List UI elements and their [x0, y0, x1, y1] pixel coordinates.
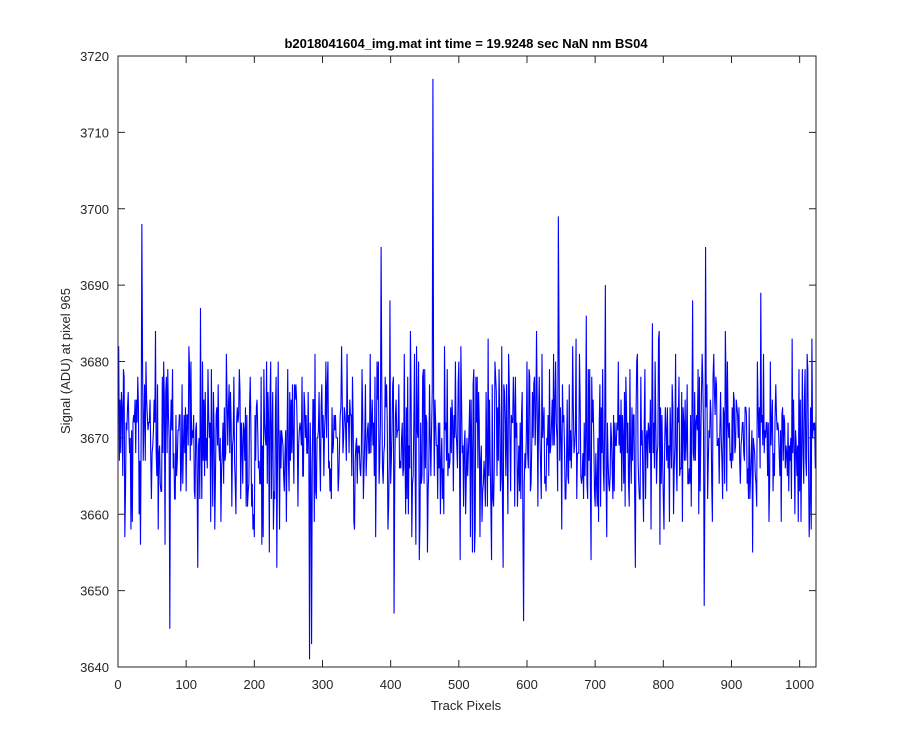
x-tick-label: 300 — [312, 677, 334, 692]
signal-series-line — [118, 78, 817, 660]
y-tick-label: 3690 — [80, 278, 109, 293]
axes-layer: 0 100 200 300 400 500 600 700 800 900 1000 3640 3650… — [80, 49, 817, 692]
plot-background — [118, 56, 816, 667]
x-tick-label: 0 — [114, 677, 121, 692]
y-tick-label: 3650 — [80, 584, 109, 599]
x-tick-label: 100 — [175, 677, 197, 692]
x-tick-label: 200 — [243, 677, 265, 692]
y-tick-label: 3660 — [80, 507, 109, 522]
y-tick-label: 3640 — [80, 660, 109, 675]
x-axis-label: Track Pixels — [431, 698, 502, 713]
x-tick-label: 400 — [380, 677, 402, 692]
x-tick-label: 500 — [448, 677, 470, 692]
x-tick-label: 1000 — [785, 677, 814, 692]
chart-title: b2018041604_img.mat int time = 19.9248 s… — [284, 36, 648, 51]
x-tick-label: 700 — [584, 677, 606, 692]
y-tick-label: 3710 — [80, 125, 109, 140]
y-tick-label: 3680 — [80, 355, 109, 370]
series-layer — [118, 78, 817, 660]
x-tick-label: 600 — [516, 677, 538, 692]
x-tick-label: 800 — [652, 677, 674, 692]
y-tick-label: 3670 — [80, 431, 109, 446]
x-tick-label: 900 — [721, 677, 743, 692]
y-tick-label: 3700 — [80, 202, 109, 217]
y-axis-label: Signal (ADU) at pixel 965 — [58, 288, 73, 434]
y-tick-label: 3720 — [80, 49, 109, 64]
